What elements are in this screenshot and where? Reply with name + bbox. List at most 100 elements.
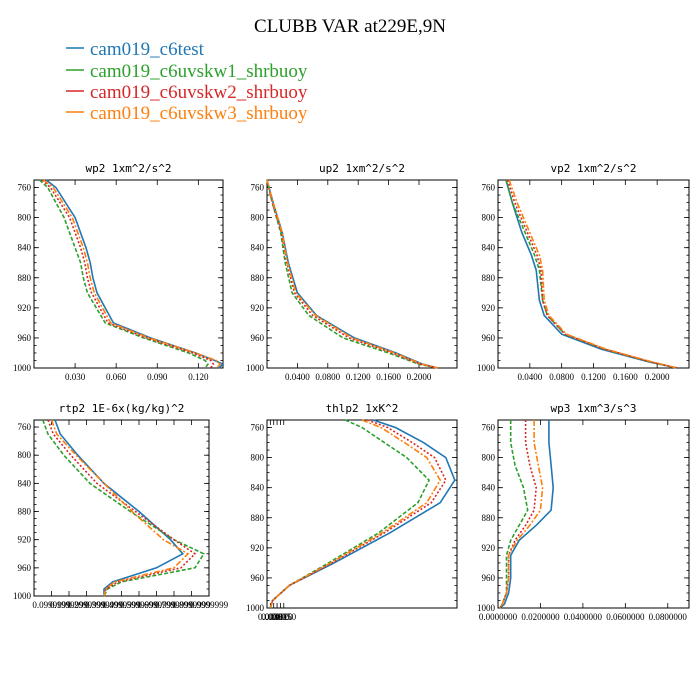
- y-tick-label: 920: [482, 543, 496, 553]
- x-tick-label: 0.0999999: [32, 600, 71, 610]
- series-line: [508, 179, 678, 369]
- x-tick-label: 0.8999999: [172, 600, 211, 610]
- y-tick-label: 920: [18, 303, 32, 313]
- plot-frame: [497, 419, 690, 609]
- x-tick-label: 0.0200000: [521, 612, 560, 622]
- series-line: [41, 179, 215, 369]
- series-line: [266, 179, 439, 369]
- x-tick-label: 0.0150: [271, 612, 296, 622]
- legend-entry: cam019_c6uvskw2_shrbuoy: [66, 82, 308, 103]
- x-tick-label: 0.120: [188, 372, 209, 382]
- y-tick-label: 960: [482, 333, 496, 343]
- legend-entry: cam019_c6test: [66, 39, 205, 60]
- y-tick-label: 800: [251, 453, 265, 463]
- x-tick-label: 0.060: [106, 372, 127, 382]
- y-tick-label: 760: [251, 183, 265, 193]
- y-tick-label: 800: [251, 213, 265, 223]
- legend-label: cam019_c6uvskw1_shrbuoy: [90, 61, 308, 82]
- y-tick-label: 920: [251, 303, 265, 313]
- y-tick-label: 960: [18, 333, 32, 343]
- y-tick-label: 760: [251, 423, 265, 433]
- legend-entry: cam019_c6uvskw1_shrbuoy: [66, 61, 308, 82]
- series-line: [42, 419, 205, 597]
- x-tick-label: 0.0030: [258, 612, 283, 622]
- x-tick-label: 0.1200: [581, 372, 606, 382]
- y-tick-label: 880: [251, 273, 265, 283]
- y-tick-label: 840: [18, 478, 32, 488]
- series-line: [505, 179, 678, 369]
- series-line: [266, 179, 439, 369]
- legend-entry: cam019_c6uvskw3_shrbuoy: [66, 103, 308, 124]
- panel-title: wp2 1xm^2/s^2: [85, 162, 171, 175]
- x-tick-label: 0.1600: [376, 372, 401, 382]
- panel-title: rtp2 1E-6x(kg/kg)^2: [59, 402, 185, 415]
- x-tick-label: 0.030: [65, 372, 86, 382]
- y-tick-label: 1000: [246, 603, 265, 613]
- y-tick-label: 1000: [477, 363, 496, 373]
- x-tick-label: 0.0000000: [479, 612, 518, 622]
- series-line: [38, 179, 209, 369]
- y-tick-label: 800: [482, 213, 496, 223]
- x-tick-label: 0.0800000: [649, 612, 688, 622]
- y-tick-label: 760: [18, 422, 32, 432]
- x-tick-label: 0.7999999: [155, 600, 194, 610]
- panel-grid: wp2 1xm^2/s^2 760 800 840 880 920 960 1000 0.030…: [13, 162, 690, 622]
- panel-title: wp3 1xm^3/s^3: [550, 402, 636, 415]
- y-tick-label: 840: [251, 243, 265, 253]
- y-tick-label: 800: [482, 453, 496, 463]
- x-tick-label: 0.0400: [517, 372, 542, 382]
- chart-panel: rtp2 1E-6x(kg/kg)^2 760 800 840 880 920 960 100…: [13, 402, 229, 610]
- x-tick-label: 0.2000: [645, 372, 670, 382]
- x-tick-label: 0.2000: [407, 372, 432, 382]
- y-tick-label: 840: [482, 483, 496, 493]
- chart-panel: wp2 1xm^2/s^2 760 800 840 880 920 960 1000 0.030…: [13, 162, 225, 382]
- plot-frame: [33, 179, 224, 369]
- y-tick-label: 960: [18, 563, 32, 573]
- series-line: [505, 179, 678, 369]
- legend-label: cam019_c6uvskw3_shrbuoy: [90, 103, 308, 124]
- panel-title: thlp2 1xK^2: [326, 402, 399, 415]
- series-line: [50, 419, 190, 597]
- legend-label: cam019_c6test: [90, 39, 205, 60]
- series-line: [499, 420, 529, 609]
- x-tick-label: 0.0600000: [606, 612, 645, 622]
- figure-title: CLUBB VAR at229E,9N: [254, 16, 446, 37]
- series-line: [47, 419, 197, 597]
- series-line: [269, 419, 431, 609]
- series-line: [499, 420, 544, 609]
- x-tick-label: 0.0060: [261, 612, 286, 622]
- plot-frame: [497, 179, 690, 369]
- x-tick-label: 0.0120: [268, 612, 293, 622]
- y-tick-label: 880: [18, 273, 32, 283]
- series-line: [45, 179, 225, 369]
- series-line: [43, 179, 222, 369]
- y-tick-label: 880: [482, 273, 496, 283]
- series-line: [266, 179, 439, 369]
- x-tick-label: 0.4999999: [102, 600, 141, 610]
- x-tick-label: 0.0400000: [564, 612, 603, 622]
- series-line: [269, 419, 442, 609]
- y-tick-label: 840: [251, 483, 265, 493]
- y-tick-label: 920: [18, 535, 32, 545]
- y-tick-label: 880: [251, 513, 265, 523]
- x-tick-label: 0.2999999: [67, 600, 106, 610]
- plot-frame: [266, 179, 458, 369]
- y-tick-label: 760: [482, 423, 496, 433]
- x-tick-label: 0.9999999: [190, 600, 229, 610]
- y-tick-label: 840: [482, 243, 496, 253]
- chart-panel: wp3 1xm^3/s^3 760 800 840 880 920 960 10000.000…: [477, 402, 690, 622]
- y-tick-label: 880: [18, 507, 32, 517]
- y-tick-label: 960: [482, 573, 496, 583]
- series-line: [499, 420, 538, 609]
- y-tick-label: 920: [251, 543, 265, 553]
- series-line: [499, 420, 555, 609]
- y-tick-label: 800: [18, 213, 32, 223]
- series-line: [269, 419, 447, 609]
- y-tick-label: 1000: [246, 363, 265, 373]
- x-tick-label: 0.0800: [549, 372, 574, 382]
- x-tick-label: 0.0400: [285, 372, 310, 382]
- y-tick-label: 1000: [477, 603, 496, 613]
- chart-panel: thlp2 1xK^2 760 800 840 880 920 960 10000.00300…: [246, 402, 458, 622]
- x-tick-label: 0.1600: [613, 372, 638, 382]
